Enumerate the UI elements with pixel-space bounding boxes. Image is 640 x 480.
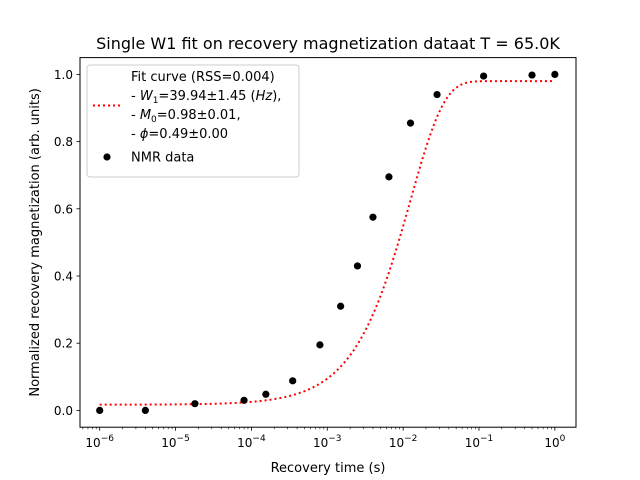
legend-data-marker — [103, 153, 111, 161]
x-axis: 10−6 10−5 10−4 10−3 10−2 10−1 100 — [82, 427, 566, 450]
plot-area — [79, 57, 577, 428]
data-point — [240, 396, 248, 404]
legend-fit-line: - W1=39.94±1.45 (Hz), — [131, 89, 281, 106]
chart-title: Single W1 fit on recovery magnetization … — [96, 34, 560, 53]
data-point — [385, 173, 393, 181]
legend-fit-text: Fit curve (RSS=0.004) - W1=39.94±1.45 (Hz… — [131, 70, 281, 142]
legend-data-label: NMR data — [131, 151, 194, 166]
data-point — [262, 390, 270, 398]
x-tick-label: 10−2 — [389, 434, 418, 450]
legend-fit-line: - M0=0.98±0.01, — [131, 108, 241, 125]
y-tick-label: 0.4 — [54, 270, 73, 284]
x-tick-label: 10−4 — [237, 434, 266, 450]
data-point — [316, 341, 324, 349]
data-point — [369, 213, 377, 221]
fit-curve — [99, 80, 555, 406]
x-tick-label: 100 — [544, 434, 565, 450]
data-point — [353, 262, 362, 270]
y-axis-label: Normalized recovery magnetization (arb. … — [28, 88, 43, 396]
data-point — [289, 377, 297, 385]
data-point — [551, 70, 559, 78]
y-tick-label: 0.0 — [54, 404, 73, 418]
x-tick-label: 10−6 — [85, 434, 114, 450]
data-points — [96, 70, 559, 414]
axes-frame — [79, 57, 577, 428]
data-point — [433, 90, 441, 99]
data-point — [337, 302, 345, 310]
legend-box — [86, 64, 300, 178]
data-point — [480, 72, 488, 80]
x-axis-label: Recovery time (s) — [271, 461, 386, 476]
legend-fit-line: - ϕ=0.49±0.00 — [131, 127, 228, 142]
legend: Fit curve (RSS=0.004) - W1=39.94±1.45 (Hz… — [86, 64, 300, 178]
y-axis: 0.0 0.2 0.4 0.6 0.8 1.0 — [54, 68, 80, 418]
data-point — [406, 119, 415, 127]
x-tick-label: 10−5 — [161, 434, 190, 450]
y-tick-label: 1.0 — [54, 68, 73, 82]
data-point — [141, 406, 149, 414]
data-point — [96, 406, 104, 414]
y-tick-label: 0.6 — [54, 202, 73, 216]
y-tick-label: 0.2 — [54, 337, 73, 351]
x-tick-label: 10−3 — [313, 434, 342, 450]
data-point — [528, 71, 536, 79]
y-tick-label: 0.8 — [54, 135, 73, 149]
data-point — [191, 400, 199, 408]
x-tick-label: 10−1 — [465, 434, 494, 450]
legend-fit-line: Fit curve (RSS=0.004) — [131, 70, 275, 85]
